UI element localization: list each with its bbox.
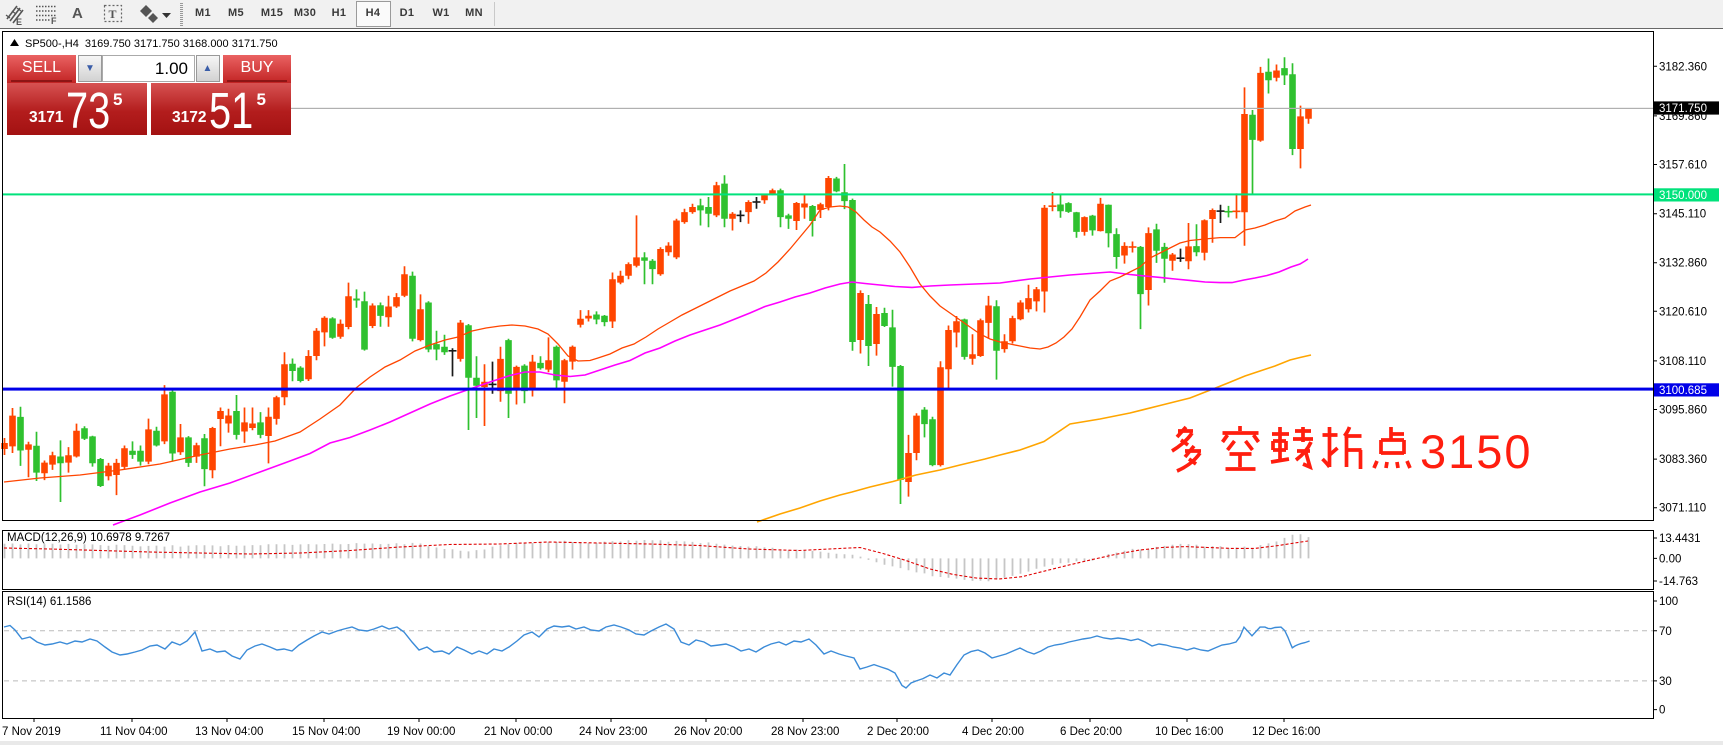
svg-text:3100.685: 3100.685	[1659, 385, 1707, 397]
svg-text:19 Nov 00:00: 19 Nov 00:00	[387, 726, 455, 738]
svg-text:28 Nov 23:00: 28 Nov 23:00	[771, 726, 839, 738]
svg-text:3083.360: 3083.360	[1659, 454, 1707, 466]
svg-text:T: T	[109, 7, 117, 21]
svg-text:E: E	[16, 17, 22, 26]
svg-text:0.00: 0.00	[1659, 553, 1681, 565]
svg-text:12 Dec 16:00: 12 Dec 16:00	[1252, 726, 1320, 738]
svg-text:3145.110: 3145.110	[1659, 209, 1706, 221]
svg-text:24 Nov 23:00: 24 Nov 23:00	[579, 726, 647, 738]
svg-text:RSI(14) 61.1586: RSI(14) 61.1586	[7, 596, 91, 608]
svg-text:3157.610: 3157.610	[1659, 160, 1707, 172]
svg-text:3150.000: 3150.000	[1659, 190, 1707, 202]
svg-text:-14.763: -14.763	[1659, 576, 1698, 588]
svg-text:11 Nov 04:00: 11 Nov 04:00	[100, 726, 168, 738]
svg-text:3120.610: 3120.610	[1659, 306, 1707, 318]
svg-text:3071.110: 3071.110	[1659, 503, 1706, 515]
svg-text:15 Nov 04:00: 15 Nov 04:00	[292, 726, 360, 738]
svg-text:13 Nov 04:00: 13 Nov 04:00	[195, 726, 263, 738]
svg-text:MACD(12,26,9) 10.6978 9.7267: MACD(12,26,9) 10.6978 9.7267	[7, 532, 170, 544]
svg-text:2 Dec 20:00: 2 Dec 20:00	[867, 726, 929, 738]
svg-text:13.4431: 13.4431	[1659, 533, 1701, 545]
svg-text:3182.360: 3182.360	[1659, 61, 1707, 73]
svg-text:30: 30	[1659, 676, 1672, 688]
svg-text:3095.860: 3095.860	[1659, 405, 1707, 417]
svg-text:3108.110: 3108.110	[1659, 356, 1706, 368]
svg-text:7 Nov 2019: 7 Nov 2019	[2, 726, 61, 738]
svg-text:6 Dec 20:00: 6 Dec 20:00	[1060, 726, 1122, 738]
svg-text:26 Nov 20:00: 26 Nov 20:00	[674, 726, 742, 738]
svg-text:70: 70	[1659, 626, 1672, 638]
svg-text:F: F	[51, 16, 57, 25]
svg-text:10 Dec 16:00: 10 Dec 16:00	[1155, 726, 1223, 738]
svg-text:3150: 3150	[1420, 425, 1533, 478]
svg-text:3132.860: 3132.860	[1659, 258, 1707, 270]
svg-text:4 Dec 20:00: 4 Dec 20:00	[962, 726, 1024, 738]
svg-text:21 Nov 00:00: 21 Nov 00:00	[484, 726, 552, 738]
svg-text:SP500-,H4 3169.750 3171.750 3: SP500-,H4 3169.750 3171.750 3168.000 317…	[25, 38, 278, 50]
svg-text:3171.750: 3171.750	[1659, 103, 1707, 115]
svg-text:0: 0	[1659, 705, 1665, 717]
svg-text:100: 100	[1659, 596, 1678, 608]
